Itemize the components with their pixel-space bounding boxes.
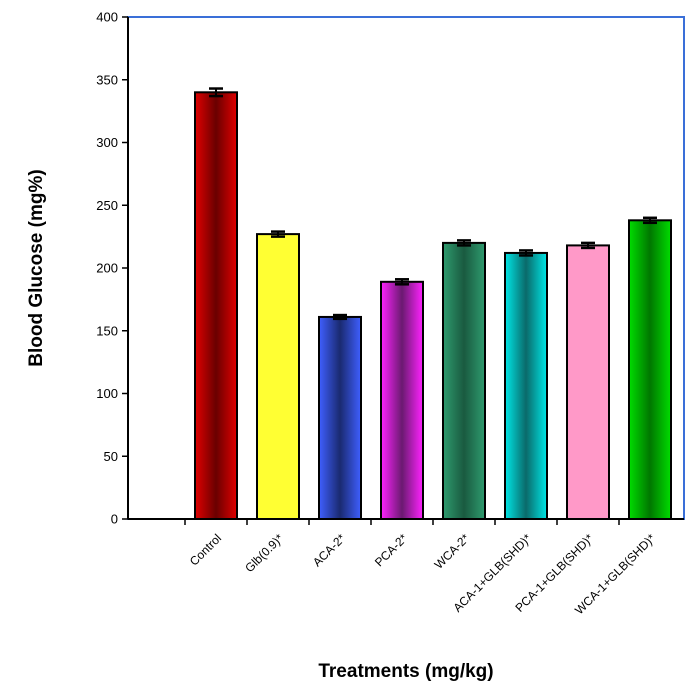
bar bbox=[256, 233, 300, 521]
x-tick-label: PCA-2* bbox=[372, 531, 410, 569]
y-axis-title: Blood Glucose (mg%) bbox=[26, 169, 47, 366]
bar bbox=[380, 280, 424, 520]
y-tick-label: 250 bbox=[96, 198, 118, 213]
bar bbox=[194, 91, 238, 521]
bars bbox=[194, 87, 672, 521]
x-tick-label: Glb(0.9)* bbox=[242, 531, 286, 575]
y-tick-label: 50 bbox=[104, 449, 118, 464]
y-tick-label: 400 bbox=[96, 10, 118, 25]
y-tick-label: 100 bbox=[96, 386, 118, 401]
y-tick-label: 150 bbox=[96, 323, 118, 338]
y-tick-label: 0 bbox=[111, 512, 118, 527]
bar bbox=[628, 219, 672, 520]
y-tick-label: 300 bbox=[96, 135, 118, 150]
bar bbox=[504, 251, 548, 520]
y-ticks: 0 50 100 150 200 250 300 350 400 bbox=[96, 10, 128, 527]
x-tick-label: Control bbox=[187, 531, 224, 568]
x-tick-label: ACA-2* bbox=[310, 531, 348, 569]
y-tick-label: 200 bbox=[96, 261, 118, 276]
x-axis-title: Treatments (mg/kg) bbox=[318, 661, 493, 682]
x-ticks: Control Glb(0.9)* ACA-2* PCA-2* WCA-2*ACA-1+… bbox=[184, 519, 658, 617]
y-tick-label: 350 bbox=[96, 72, 118, 87]
bar bbox=[318, 315, 362, 520]
x-tick-label: WCA-2* bbox=[432, 531, 473, 572]
bar bbox=[566, 244, 610, 520]
bar bbox=[442, 241, 486, 520]
